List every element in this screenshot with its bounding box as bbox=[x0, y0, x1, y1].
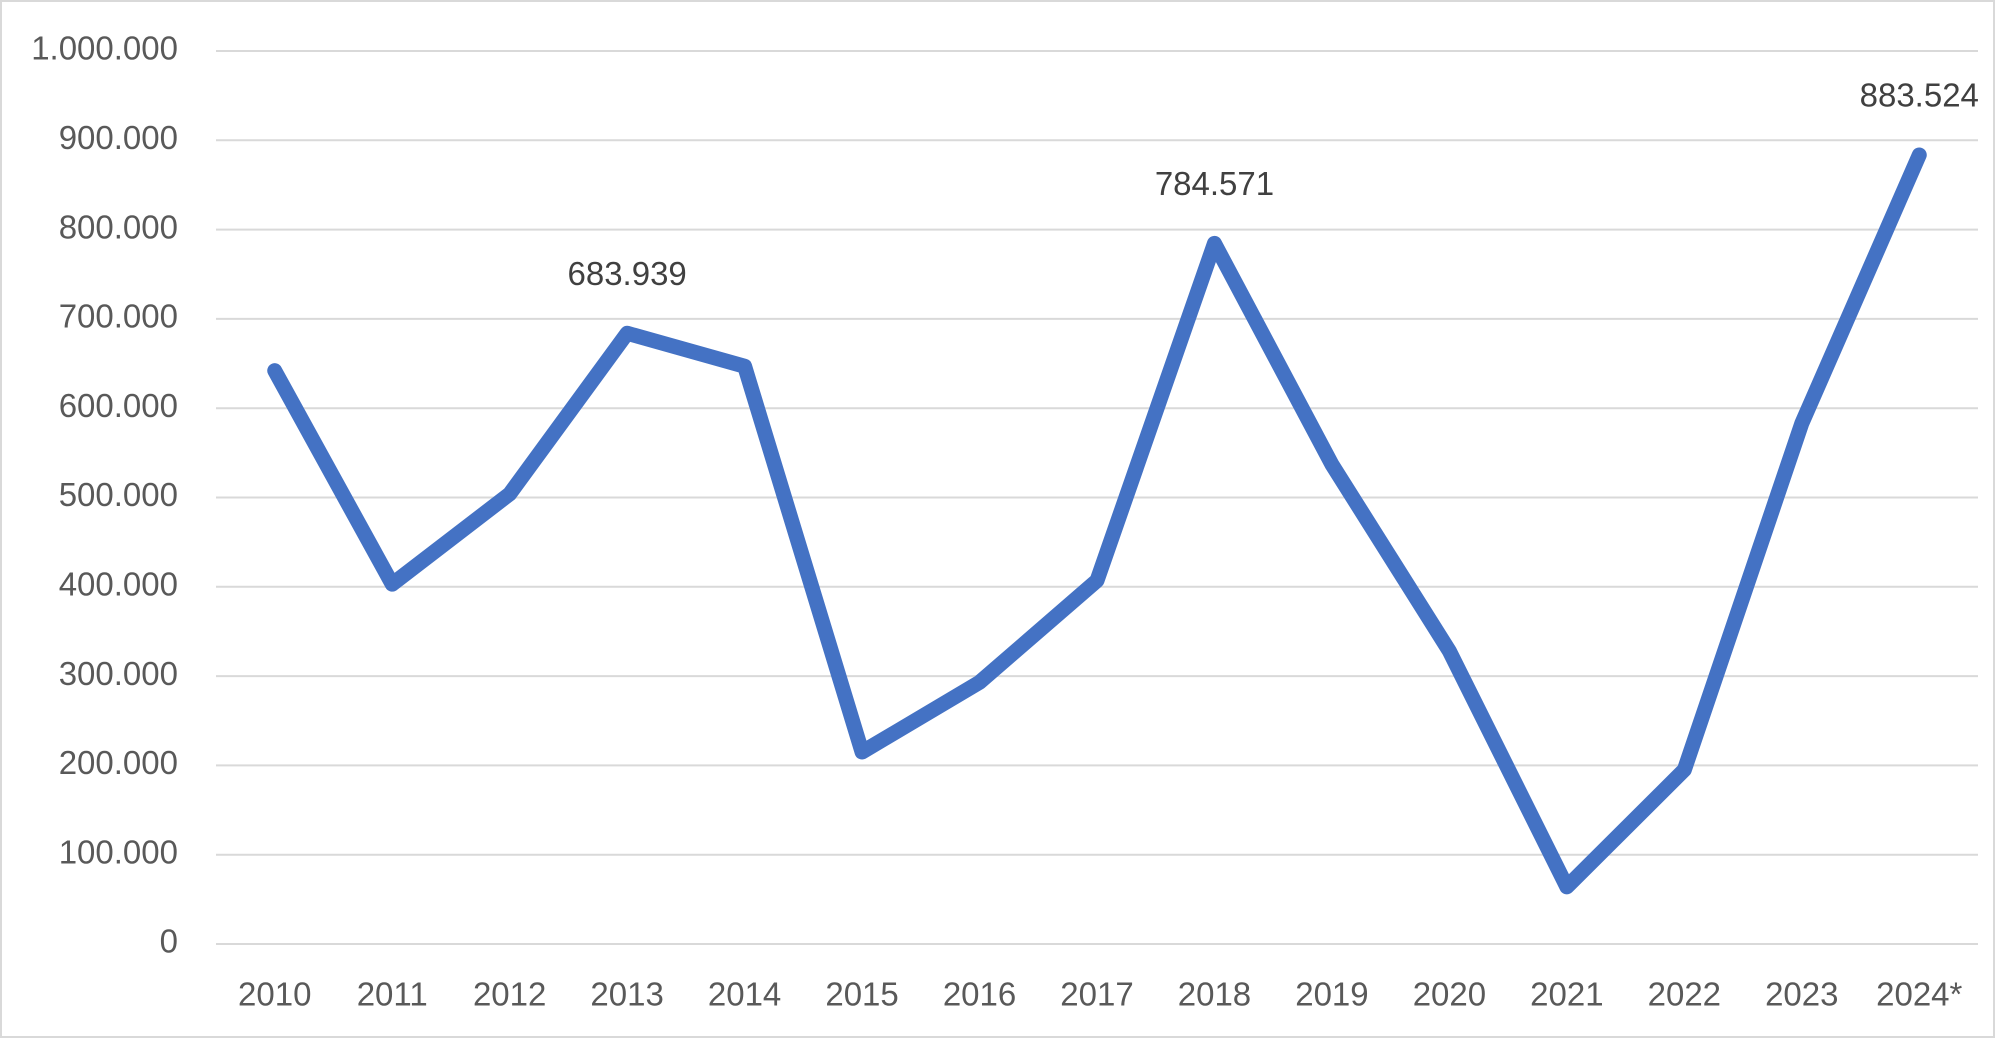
x-tick-label: 2014 bbox=[708, 976, 781, 1013]
x-tick-label: 2024* bbox=[1876, 976, 1962, 1013]
y-tick-label: 700.000 bbox=[59, 298, 178, 335]
x-tick-label: 2013 bbox=[590, 976, 663, 1013]
y-tick-label: 0 bbox=[160, 923, 178, 960]
y-tick-label: 400.000 bbox=[59, 566, 178, 603]
x-tick-label: 2011 bbox=[357, 976, 428, 1013]
y-tick-label: 100.000 bbox=[59, 833, 178, 870]
data-label: 784.571 bbox=[1155, 165, 1274, 202]
y-tick-label: 1.000.000 bbox=[31, 30, 178, 67]
x-tick-label: 2019 bbox=[1295, 976, 1368, 1013]
x-tick-label: 2012 bbox=[473, 976, 546, 1013]
x-tick-label: 2022 bbox=[1648, 976, 1721, 1013]
y-tick-label: 200.000 bbox=[59, 744, 178, 781]
y-tick-label: 600.000 bbox=[59, 387, 178, 424]
x-tick-label: 2018 bbox=[1178, 976, 1251, 1013]
data-line bbox=[267, 147, 1927, 895]
x-tick-label: 2023 bbox=[1765, 976, 1838, 1013]
x-tick-label: 2017 bbox=[1060, 976, 1133, 1013]
data-label: 683.939 bbox=[567, 255, 686, 292]
x-tick-label: 2016 bbox=[943, 976, 1016, 1013]
data-label: 883.524 bbox=[1860, 77, 1979, 114]
x-tick-label: 2015 bbox=[825, 976, 898, 1013]
y-tick-label: 900.000 bbox=[59, 119, 178, 156]
y-tick-label: 300.000 bbox=[59, 655, 178, 692]
x-tick-label: 2020 bbox=[1413, 976, 1486, 1013]
x-tick-label: 2021 bbox=[1530, 976, 1603, 1013]
x-tick-label: 2010 bbox=[238, 976, 311, 1013]
y-tick-label: 500.000 bbox=[59, 476, 178, 513]
y-tick-label: 800.000 bbox=[59, 208, 178, 245]
